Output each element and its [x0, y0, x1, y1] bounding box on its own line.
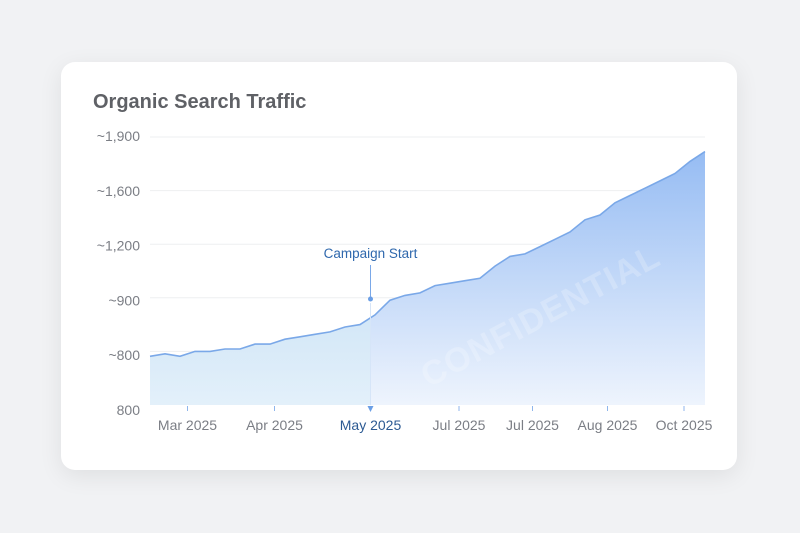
x-tick-label: Apr 2025 [246, 417, 303, 433]
y-axis: 800 ~800 ~900 ~1,200 ~1,600 ~1,900 [97, 128, 140, 418]
chart-card: Organic Search Traffic 800 ~800 ~900 ~1,200… [61, 62, 737, 470]
x-tick-label: Oct 2025 [656, 417, 713, 433]
y-tick-label: ~1,600 [97, 183, 140, 199]
x-tick-label: Mar 2025 [158, 417, 217, 433]
y-tick-label: ~1,200 [97, 238, 140, 254]
x-tick-label: May 2025 [340, 417, 402, 433]
x-tick-label: Aug 2025 [578, 417, 638, 433]
chart-title: Organic Search Traffic [93, 91, 307, 113]
x-tick-label: Jul 2025 [433, 417, 486, 433]
y-tick-label: ~900 [108, 292, 140, 308]
x-tick-label: Jul 2025 [506, 417, 559, 433]
x-axis: Mar 2025 Apr 2025 May 2025 Jul 2025 Jul 2025… [158, 406, 713, 433]
campaign-annotation: Campaign Start [324, 246, 418, 412]
y-tick-label: ~1,900 [97, 128, 140, 144]
annotation-label: Campaign Start [324, 246, 418, 261]
area-fill-pre-campaign [150, 317, 371, 405]
annotation-dot [368, 296, 373, 302]
annotation-marker [367, 406, 374, 412]
series-line [149, 150, 706, 358]
area-chart: 800~800~900~1,200~1,600~1,900 CONFIDENTI… [97, 128, 713, 433]
y-tick-label: ~800 [108, 347, 140, 363]
y-tick-label: 800 [117, 402, 141, 418]
